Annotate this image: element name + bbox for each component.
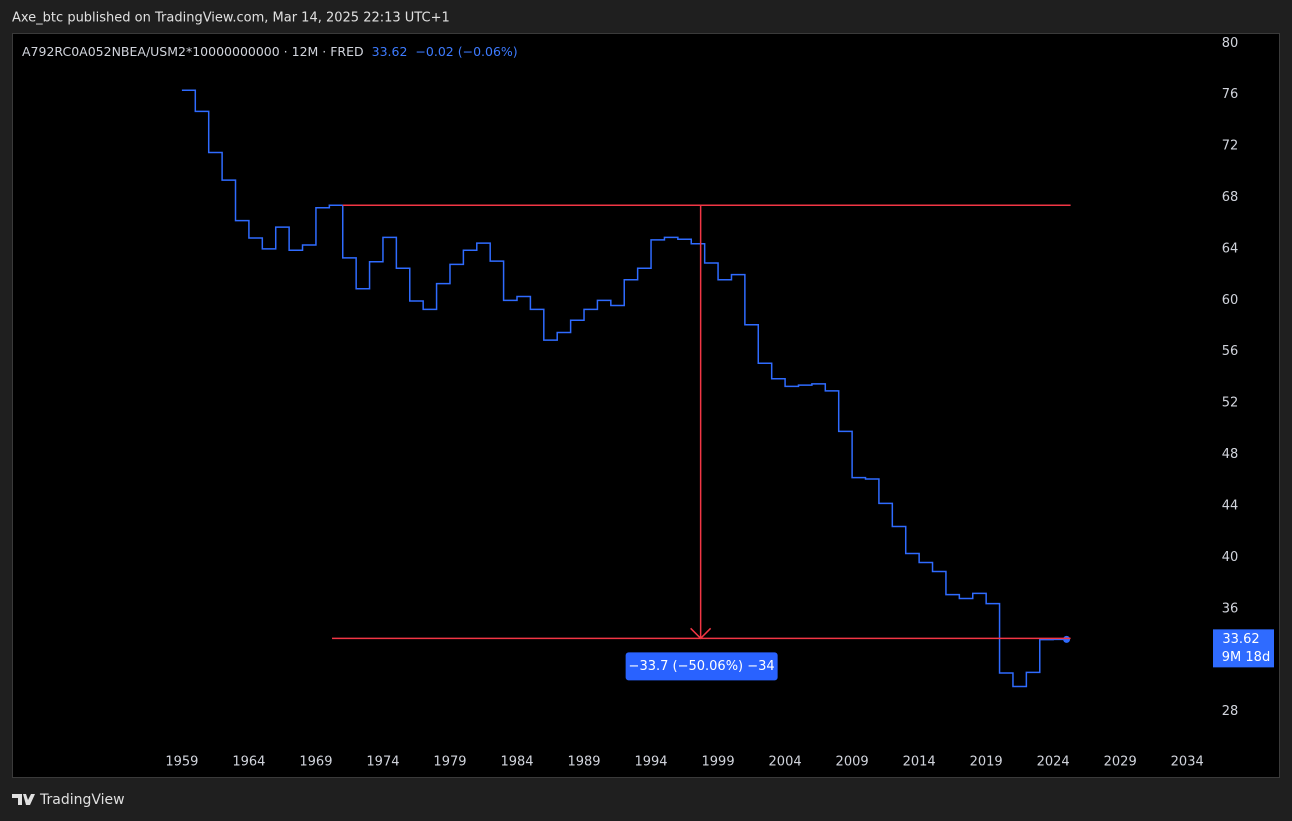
price-tag-countdown: 9M 18d (1222, 650, 1270, 665)
y-tick-label: 40 (1222, 550, 1239, 565)
x-tick-label: 1999 (702, 755, 735, 770)
publisher: Axe_btc published on TradingView.com, Ma… (12, 11, 450, 26)
y-tick-label: 36 (1222, 601, 1239, 616)
y-tick-label: 72 (1222, 139, 1239, 154)
series-line (181, 89, 1067, 688)
change: −0.02 (−0.06%) (415, 44, 517, 59)
measure-label: −33.7 (−50.06%) −34 (629, 659, 775, 674)
y-tick-label: 48 (1222, 447, 1239, 462)
y-tick-label: 28 (1222, 704, 1239, 719)
footer-brand: TradingView (39, 792, 125, 808)
x-tick-label: 2014 (903, 755, 936, 770)
y-tick-label: 80 (1222, 36, 1239, 51)
y-tick-label: 76 (1222, 87, 1239, 102)
x-tick-label: 1969 (299, 755, 332, 770)
y-tick-label: 60 (1222, 293, 1239, 308)
x-tick-label: 1989 (567, 755, 600, 770)
measure-arrowhead (690, 627, 712, 640)
footer-logo (12, 794, 35, 805)
last-value: 33.62 (372, 44, 408, 59)
x-tick-label: 1984 (500, 755, 533, 770)
y-tick-label: 44 (1222, 498, 1239, 513)
symbol-name: A792RC0A052NBEA/USM2*10000000000 · 12M ·… (22, 44, 364, 59)
x-tick-label: 1959 (165, 755, 198, 770)
x-tick-label: 1979 (433, 755, 466, 770)
price-tag-value: 33.62 (1222, 632, 1259, 647)
y-tick-label: 56 (1222, 344, 1239, 359)
measure-label-box (625, 652, 778, 681)
x-tick-label: 2024 (1037, 755, 1070, 770)
x-tick-label: 2009 (836, 755, 869, 770)
x-tick-label: 2019 (970, 755, 1003, 770)
x-tick-label: 1994 (634, 755, 667, 770)
x-tick-label: 1974 (366, 755, 399, 770)
price-tag (1213, 629, 1274, 668)
y-tick-label: 64 (1222, 241, 1239, 256)
symbol: A792RC0A052NBEA/USM2*10000000000 · 12M ·… (22, 44, 518, 59)
x-tick-label: 2034 (1171, 755, 1204, 770)
last-point (1063, 635, 1071, 643)
x-tick-label: 2029 (1104, 755, 1137, 770)
y-tick-label: 52 (1222, 396, 1239, 411)
y-tick-label: 68 (1222, 190, 1239, 205)
x-tick-label: 2004 (769, 755, 802, 770)
x-tick-label: 1964 (232, 755, 265, 770)
